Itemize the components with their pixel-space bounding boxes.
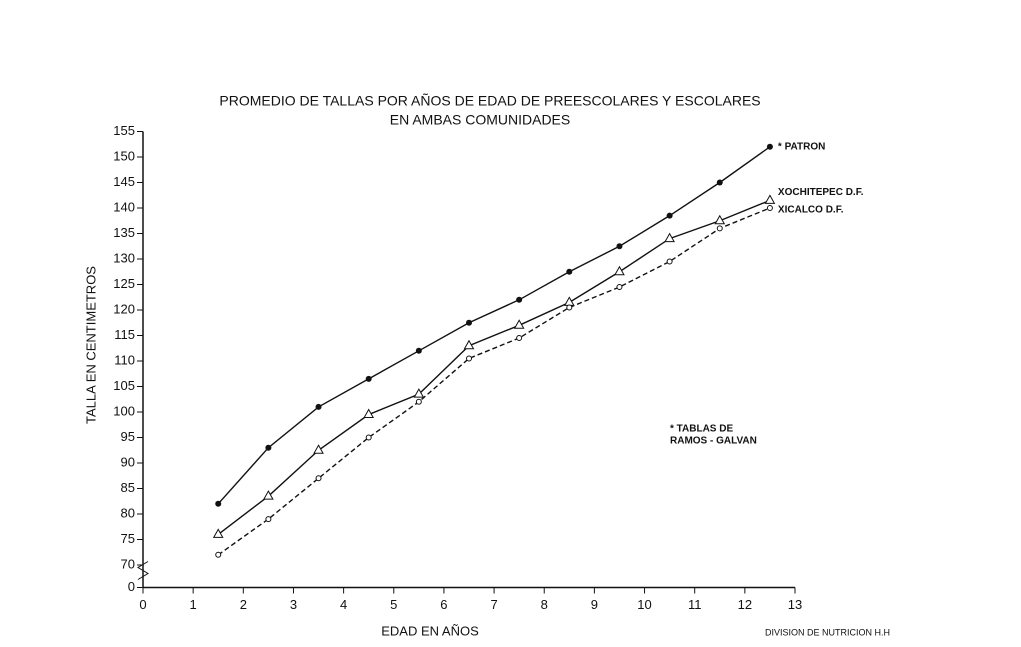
marker [566,304,573,311]
y-tick-label: 130 [113,250,135,265]
x-tick-label: 3 [290,597,297,612]
x-tick-label: 11 [688,597,702,612]
x-tick-label: 2 [240,597,247,612]
y-axis-label: TALLA EN CENTIMETROS [83,266,98,424]
annotation: RAMOS - GALVAN [670,436,757,447]
marker [415,347,422,354]
marker [215,551,222,558]
marker [315,403,322,410]
chart-subtitle: EN AMBAS COMUNIDADES [390,112,570,128]
y-tick-label: 150 [113,148,135,163]
y-tick-label: 95 [121,429,135,444]
legend-label: * PATRON [778,141,825,152]
x-tick-label: 5 [390,597,397,612]
y-tick-label: 115 [114,327,135,342]
y-tick-label: 155 [113,123,135,138]
x-tick-label: 0 [139,597,146,612]
annotation: DIVISION DE NUTRICION H.H [765,627,890,637]
x-tick-label: 13 [788,597,802,612]
marker [666,212,673,219]
marker [313,444,324,454]
x-tick-label: 7 [490,597,497,612]
marker [616,284,623,291]
marker [466,355,472,362]
x-tick-label: 10 [637,597,651,612]
y-tick-label: 110 [114,352,135,367]
marker [563,296,575,306]
x-tick-label: 12 [738,597,752,612]
marker [315,475,322,482]
y-tick-label: 75 [121,531,135,546]
y-tick-label: 100 [113,403,135,418]
marker [365,375,372,382]
marker [263,490,274,500]
x-tick-label: 4 [340,597,347,612]
legend-label: XICALCO D.F. [778,205,844,216]
y-tick-label: 140 [113,199,135,214]
x-tick-label: 9 [591,597,598,612]
y-tick-label: 135 [113,225,135,240]
y-tick-label: 70 [121,556,135,571]
marker [363,408,375,419]
marker [566,268,573,275]
series-line [217,199,771,535]
marker [664,232,675,243]
series-line [217,146,771,505]
marker [215,500,222,507]
marker [614,265,625,276]
annotation: * TABLAS DE [670,424,733,435]
marker [616,243,623,250]
legend-label: XOCHITEPEC D.F. [778,187,864,198]
marker [714,214,726,225]
y-tick-label: 0 [128,579,135,594]
x-tick-label: 8 [541,597,548,612]
marker [265,444,272,451]
marker [716,179,723,186]
y-tick-label: 145 [113,174,135,189]
axis-break [137,561,149,580]
marker [513,319,525,329]
marker [764,194,776,204]
marker [766,205,773,211]
marker [716,225,723,232]
x-tick-label: 6 [440,597,447,612]
y-tick-label: 90 [121,454,135,469]
marker [413,388,425,398]
y-tick-label: 125 [113,276,135,291]
marker [265,516,272,523]
marker [766,143,773,150]
marker [466,319,472,326]
marker [463,339,475,350]
series-line [217,207,771,556]
x-tick-label: 1 [190,597,197,612]
marker [666,258,673,265]
chart-title: PROMEDIO DE TALLAS POR AÑOS DE EDAD DE P… [219,93,760,109]
marker [365,434,372,441]
y-tick-label: 80 [121,505,135,520]
marker [516,335,523,342]
y-tick-label: 105 [113,378,135,393]
y-tick-label: 85 [121,480,135,495]
marker [516,296,523,303]
marker [415,398,422,405]
x-axis-label: EDAD EN AÑOS [381,623,479,638]
y-tick-label: 120 [113,301,135,316]
marker [212,528,224,538]
